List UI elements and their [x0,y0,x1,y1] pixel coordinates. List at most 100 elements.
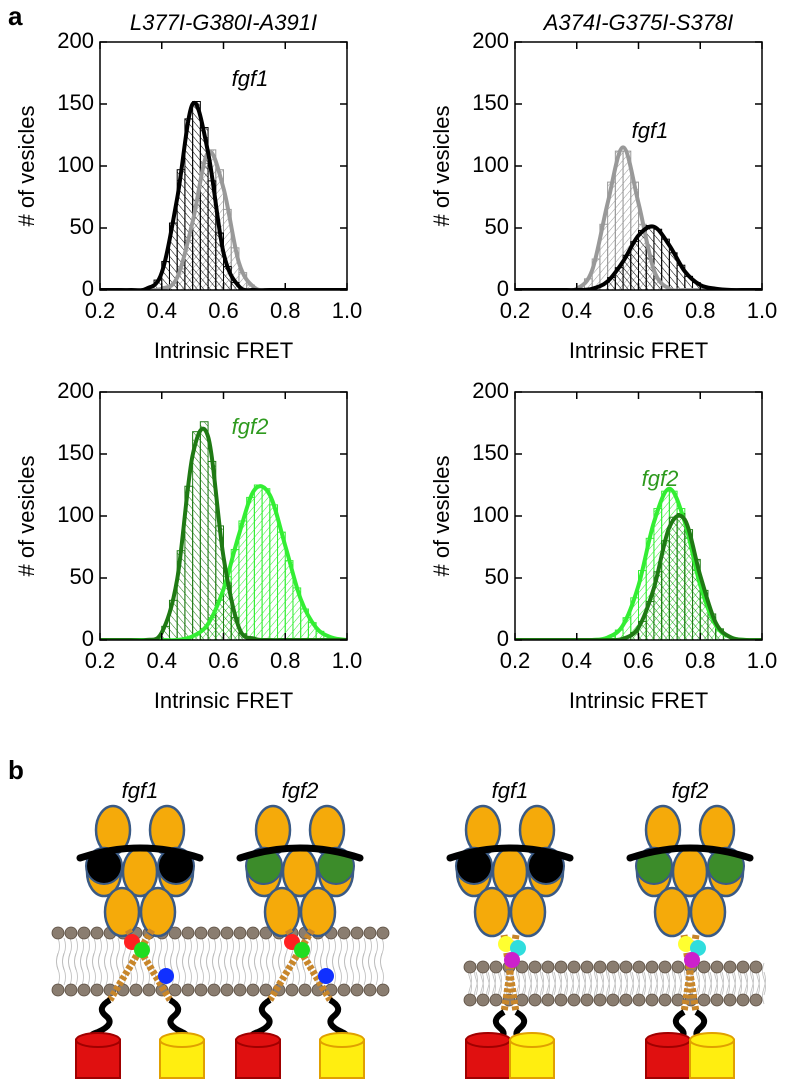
lipid-head [77,926,91,940]
lipid-head [90,983,104,997]
lipid-head [64,926,78,940]
lipid-head [541,960,555,974]
fit-curve [100,426,347,640]
construct-label: fgf2 [672,778,709,803]
lipid-head [554,993,568,1007]
lipid-head [736,960,750,974]
lipid-head [259,983,273,997]
lipid-head [632,960,646,974]
lipid-head [233,983,247,997]
lipid-head [376,926,390,940]
y-tick-label: 100 [472,152,509,177]
lipid-tail [188,952,192,986]
lipid-tail [98,952,102,986]
lipid-head [376,983,390,997]
x-tick-label: 0.4 [561,298,592,323]
lipid-tail [218,952,222,986]
x-tick-label: 1.0 [332,648,363,673]
dimer-arc [626,844,754,862]
x-axis-label: Intrinsic FRET [569,338,708,363]
lipid-tail [236,952,240,986]
lipid-head [142,983,156,997]
lipid-tail [266,952,270,986]
x-tick-label: 0.6 [623,298,654,323]
lipid-head [51,983,65,997]
plot-area [100,100,347,290]
x-tick-label: 0.2 [85,298,116,323]
lipid-head [580,960,594,974]
lipid-tail [182,952,186,986]
lipid-head [194,983,208,997]
lipid-head [489,993,503,1007]
lipid-head [194,926,208,940]
histogram-bar [199,421,209,640]
lipid-tail [284,952,288,986]
chart-title: A374I-G375I-S378I [542,10,734,35]
lipid-head [749,960,763,974]
lipid-head [567,960,581,974]
domain [653,886,691,938]
domain [473,886,511,938]
lipid-head [710,960,724,974]
lipid-tail [74,952,78,986]
helix [106,928,156,1002]
histogram-bar [676,513,686,640]
y-tick-label: 0 [497,276,509,301]
lipid-head [168,926,182,940]
histogram-bar [269,504,279,640]
lipid-head [554,960,568,974]
lipid-head [671,960,685,974]
fluorophore-top [509,1032,555,1048]
lipid-head [476,960,490,974]
lipid-tail [272,952,276,986]
lipid-head [593,993,607,1007]
lipid-tail [374,952,378,986]
lipid-tail [350,952,354,986]
y-tick-label: 100 [57,502,94,527]
histogram-bar [668,516,678,640]
lipid-tail [762,971,766,1005]
histogram-bar [261,488,271,640]
lipid-head [489,960,503,974]
annotation: fgf1 [632,118,669,143]
fit-curve [515,513,762,640]
residue [294,942,310,958]
domain [263,886,301,938]
residue [510,940,526,956]
lipid-tail [92,952,96,986]
histogram-bar [192,431,201,640]
annotation: fgf2 [232,414,269,439]
lipid-tail [344,952,348,986]
x-tick-label: 0.2 [500,298,531,323]
y-tick-label: 50 [70,564,94,589]
x-tick-label: 1.0 [332,298,363,323]
histogram-bar [246,496,255,640]
lipid-head [658,960,672,974]
plot-area [100,421,347,640]
lipid-head [181,926,195,940]
residue [134,942,150,958]
construct-label: fgf1 [492,778,529,803]
x-tick-label: 0.6 [623,648,654,673]
lipid-tail [56,952,60,986]
x-tick-label: 0.8 [270,648,301,673]
lipid-head [528,993,542,1007]
fluorophore-top [465,1032,511,1048]
lipid-head [363,983,377,997]
y-tick-label: 100 [472,502,509,527]
helix [266,928,316,1002]
domain [689,886,727,938]
x-tick-label: 0.8 [685,648,716,673]
lipid-head [619,960,633,974]
y-tick-label: 50 [485,214,509,239]
x-axis-label: Intrinsic FRET [154,338,293,363]
lipid-head [606,960,620,974]
fluorophore-top [319,1032,365,1048]
lipid-head [350,983,364,997]
lipid-head [476,993,490,1007]
construct-label: fgf1 [122,778,159,803]
x-tick-label: 0.6 [208,298,239,323]
fluorophore-top [645,1032,691,1048]
lipid-head [723,993,737,1007]
